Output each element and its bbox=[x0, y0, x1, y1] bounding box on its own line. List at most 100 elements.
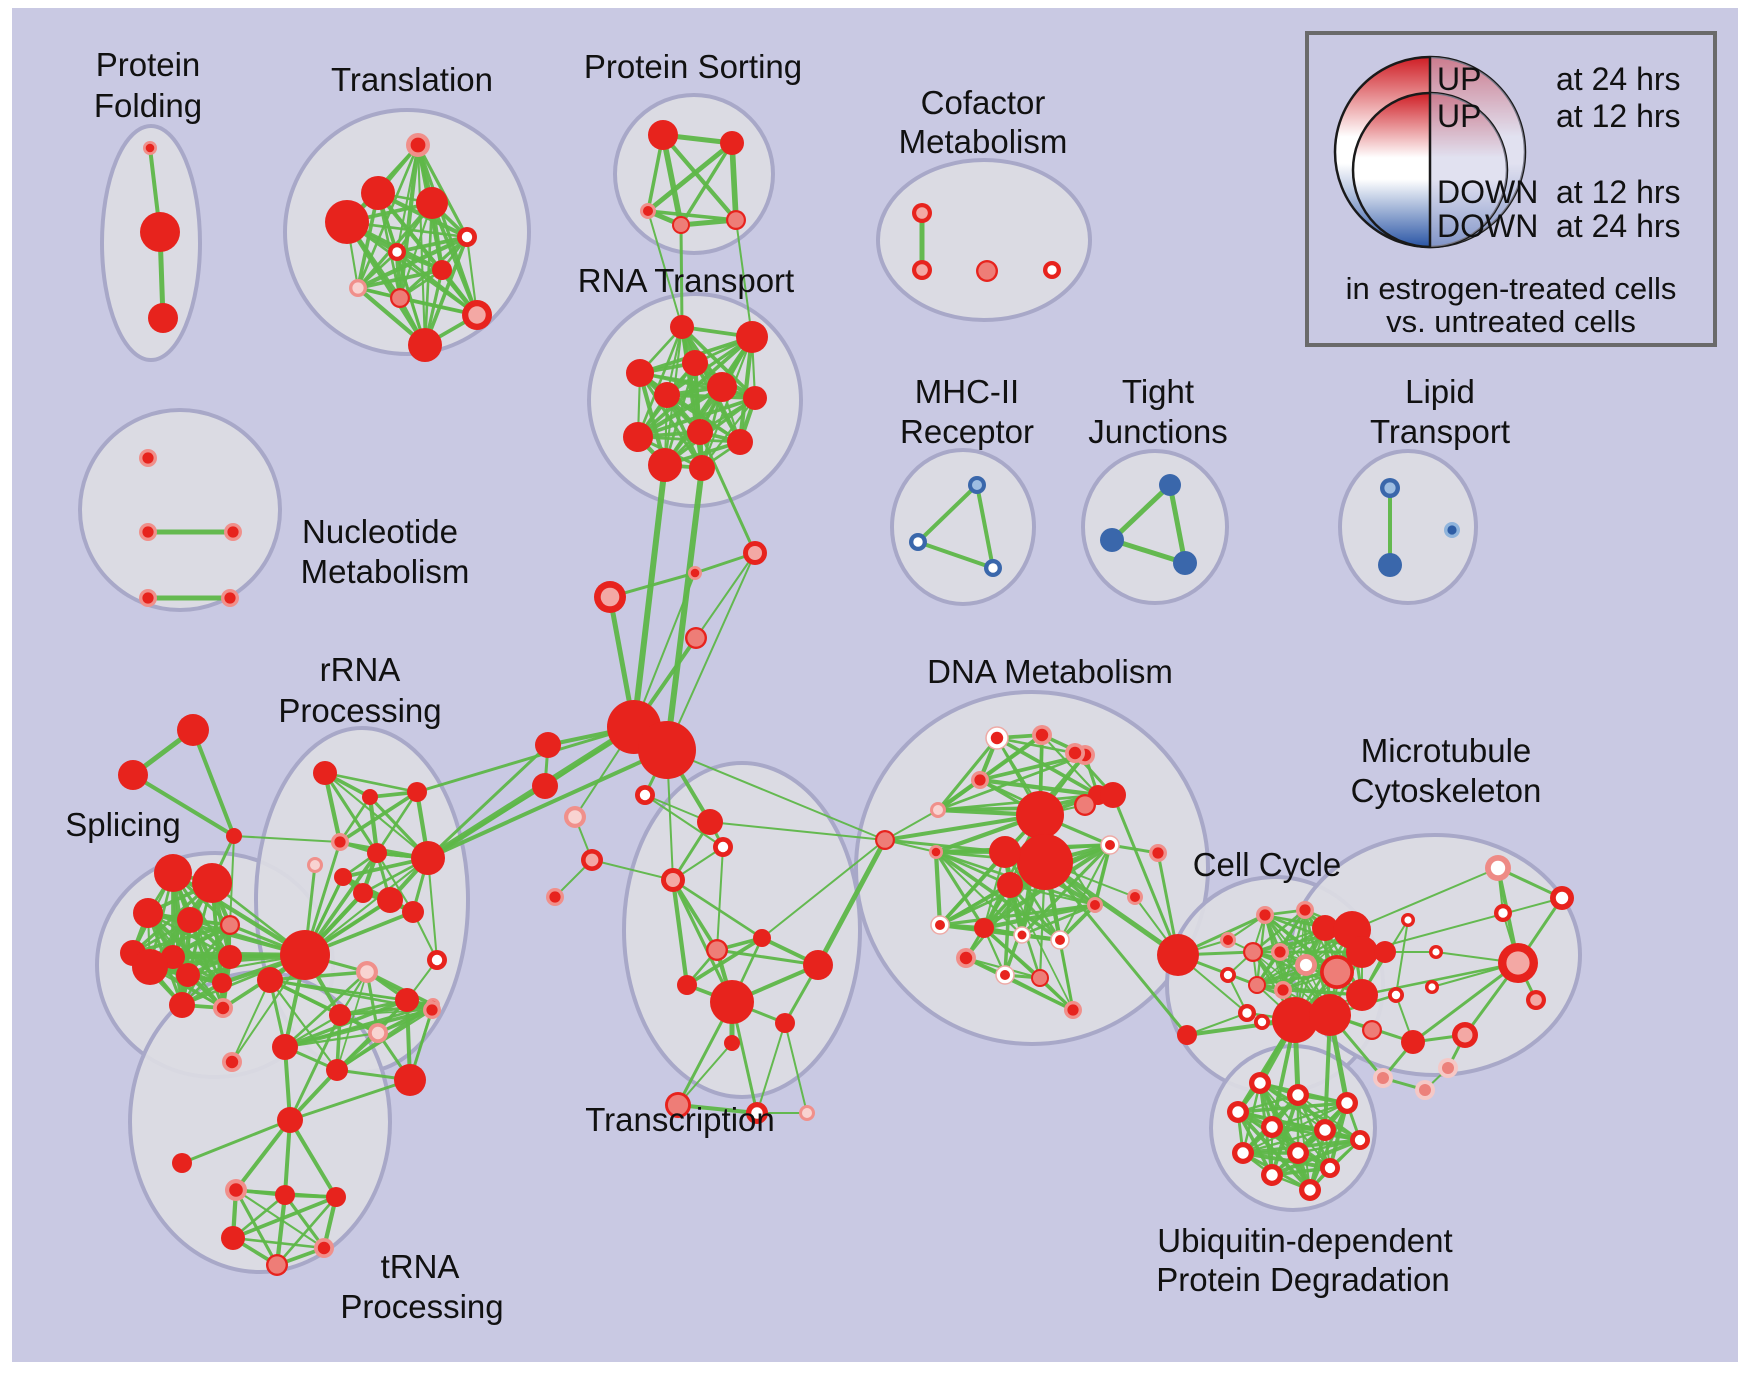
cluster-label-rna-transport: RNA Transport bbox=[578, 262, 794, 299]
gene-node-dm24 bbox=[995, 965, 1015, 985]
gene-node-outer bbox=[1346, 936, 1378, 968]
gene-node-inner bbox=[1292, 1089, 1304, 1101]
gene-node-inner bbox=[974, 774, 986, 786]
gene-node-cc9 bbox=[1320, 955, 1354, 989]
gene-node-tr2 bbox=[361, 176, 395, 210]
gene-node-rt8 bbox=[623, 422, 653, 452]
gene-node-outer bbox=[1159, 474, 1181, 496]
gene-node-outer bbox=[192, 863, 232, 903]
network-edge bbox=[303, 856, 430, 957]
gene-node-cc8 bbox=[1295, 954, 1317, 976]
gene-node-rr6 bbox=[367, 843, 387, 863]
gene-node-sp12 bbox=[169, 992, 195, 1018]
gene-node-outer bbox=[257, 967, 283, 993]
gene-node-inner bbox=[972, 480, 982, 490]
gene-node-ub5 bbox=[1261, 1116, 1283, 1138]
gene-node-mc3 bbox=[1494, 904, 1512, 922]
gene-node-ps4 bbox=[672, 216, 690, 234]
gene-node-dm4 bbox=[971, 771, 989, 789]
gene-node-outer bbox=[654, 382, 680, 408]
cluster-label-cell-cycle: Cell Cycle bbox=[1193, 846, 1342, 883]
gene-node-tr6 bbox=[388, 243, 406, 261]
gene-node-inner bbox=[1299, 904, 1311, 916]
gene-node-dm28 bbox=[1065, 743, 1085, 763]
gene-node-tx9 bbox=[803, 950, 833, 980]
gene-node-inner bbox=[549, 891, 561, 903]
gene-node-tx16 bbox=[581, 849, 603, 871]
gene-node-ub3 bbox=[1336, 1092, 1358, 1114]
gene-node-outer bbox=[1378, 553, 1402, 577]
gene-node-outer bbox=[1016, 791, 1064, 839]
cluster-ellipse-mhc-ii-receptor bbox=[890, 448, 1036, 606]
gene-node-dm27 bbox=[1064, 1001, 1082, 1019]
network-edge bbox=[709, 821, 886, 841]
gene-node-dm31 bbox=[1127, 889, 1143, 905]
gene-node-outer bbox=[177, 714, 209, 746]
legend-time-1: at 12 hrs bbox=[1556, 98, 1681, 134]
gene-node-ps2 bbox=[720, 131, 744, 155]
network-edge bbox=[375, 790, 419, 855]
gene-node-outer bbox=[148, 303, 178, 333]
network-edge bbox=[1020, 843, 1112, 937]
network-edge bbox=[191, 728, 236, 838]
gene-node-rr20 bbox=[394, 1064, 426, 1096]
gene-node-rt1 bbox=[670, 315, 694, 339]
gene-node-hub2 bbox=[638, 721, 696, 779]
gene-node-tr9 bbox=[390, 288, 410, 308]
gene-node-tx12 bbox=[724, 1035, 740, 1051]
gene-node-tx8 bbox=[677, 975, 697, 995]
gene-node-tr11 bbox=[408, 328, 442, 362]
gene-node-rr3 bbox=[407, 782, 427, 802]
cluster-ellipse-nucleotide-metabolism bbox=[78, 408, 282, 612]
gene-node-outer bbox=[334, 868, 352, 886]
gene-node-inner bbox=[1257, 1017, 1267, 1027]
network-edge bbox=[660, 132, 739, 223]
network-edge bbox=[233, 835, 341, 843]
gene-node-rr11 bbox=[402, 901, 424, 923]
gene-node-sp8 bbox=[132, 949, 168, 985]
gene-node-hb3 bbox=[535, 732, 561, 758]
gene-node-inner bbox=[1237, 1147, 1249, 1159]
cluster-label-trna-processing: tRNA bbox=[381, 1248, 460, 1285]
gene-node-outer bbox=[280, 930, 330, 980]
gene-node-rr5 bbox=[307, 857, 323, 873]
network-edge bbox=[231, 1236, 326, 1250]
network-edge bbox=[676, 1103, 759, 1115]
gene-node-inner bbox=[1277, 984, 1289, 996]
gene-node-outer bbox=[221, 1226, 245, 1250]
gene-node-sp4 bbox=[177, 907, 203, 933]
gene-node-inner bbox=[229, 1183, 243, 1197]
gene-node-ub6 bbox=[1314, 1119, 1336, 1141]
gene-node-inner bbox=[1254, 1077, 1266, 1089]
network-edge bbox=[1411, 961, 1520, 1044]
gene-node-dm12 bbox=[875, 830, 895, 850]
cluster-label-lipid-transport: Lipid bbox=[1405, 373, 1475, 410]
network-edge bbox=[323, 771, 419, 794]
gene-node-inner bbox=[1152, 847, 1164, 859]
network-edge bbox=[679, 141, 734, 227]
gene-node-outer bbox=[169, 992, 195, 1018]
gene-node-st3 bbox=[226, 828, 242, 844]
gene-node-tr3 bbox=[325, 200, 369, 244]
gene-node-outer bbox=[361, 176, 395, 210]
gene-node-dm10 bbox=[989, 836, 1021, 868]
gene-node-mc6 bbox=[1425, 980, 1439, 994]
network-edge bbox=[1270, 1138, 1362, 1177]
cluster-label-dna-metabolism: DNA Metabolism bbox=[927, 653, 1173, 690]
network-edge bbox=[936, 793, 1100, 812]
gene-node-mc4 bbox=[1498, 943, 1538, 983]
network-edge bbox=[288, 1078, 412, 1122]
gene-node-dm8 bbox=[1016, 791, 1064, 839]
gene-node-rt7 bbox=[743, 386, 767, 410]
gene-node-outer bbox=[411, 841, 445, 875]
cluster-label-mhc-ii-receptor: Receptor bbox=[900, 413, 1034, 450]
gene-node-ps3 bbox=[640, 203, 656, 219]
gene-node-inner bbox=[643, 206, 653, 216]
gene-node-ub8 bbox=[1232, 1142, 1254, 1164]
network-edge bbox=[784, 1022, 808, 1114]
network-edge bbox=[1395, 919, 1409, 996]
gene-node-lt1 bbox=[1380, 478, 1400, 498]
network-edge bbox=[883, 838, 1007, 854]
gene-node-inner bbox=[1000, 970, 1010, 980]
network-edge bbox=[716, 846, 724, 951]
